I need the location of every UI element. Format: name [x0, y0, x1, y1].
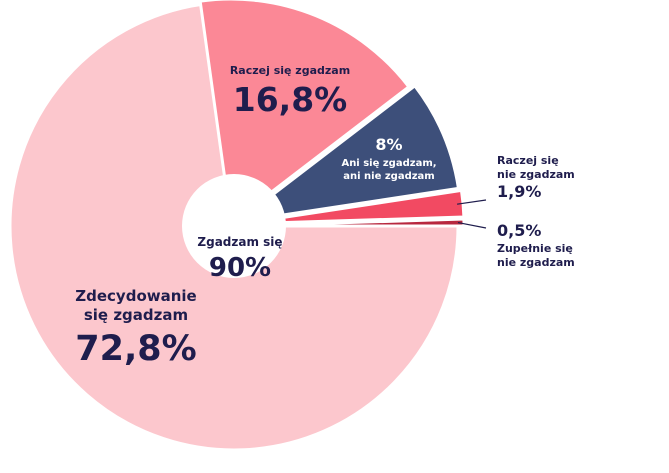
slice-label-agree: Raczej się zgadzam: [230, 64, 350, 77]
slice-value-neutral: 8%: [375, 135, 402, 154]
slice-label-strongly-agree-line2: się zgadzam: [84, 306, 188, 324]
slice-label-strongly-disagree-line1: Zupełnie się: [497, 242, 573, 255]
slice-value-agree: 16,8%: [233, 80, 348, 119]
slice-value-strongly-disagree: 0,5%: [497, 221, 541, 240]
center-value: 90%: [209, 253, 271, 283]
slice-label-neutral-line2: ani nie zgadzam: [343, 171, 434, 182]
slice-value-disagree: 1,9%: [497, 182, 541, 201]
pie-slice-agree: [198, 0, 411, 226]
center-label: Zgadzam się: [197, 235, 282, 249]
slice-label-strongly-agree-line1: Zdecydowanie: [75, 287, 196, 305]
pie-slice-neutral: [236, 83, 461, 224]
leader-line-strongly-disagree: [457, 221, 487, 229]
leader-line-disagree: [457, 199, 487, 205]
slice-label-strongly-disagree-line2: nie zgadzam: [497, 256, 575, 269]
slice-label-disagree-line1: Raczej się: [497, 154, 559, 167]
slice-label-neutral-line1: Ani się zgadzam,: [341, 158, 436, 169]
pie-slice-strongly-disagree: [239, 217, 466, 228]
center-hole: [182, 174, 286, 278]
slice-label-disagree-line2: nie zgadzam: [497, 168, 575, 181]
slice-value-strongly-agree: 72,8%: [75, 329, 196, 369]
